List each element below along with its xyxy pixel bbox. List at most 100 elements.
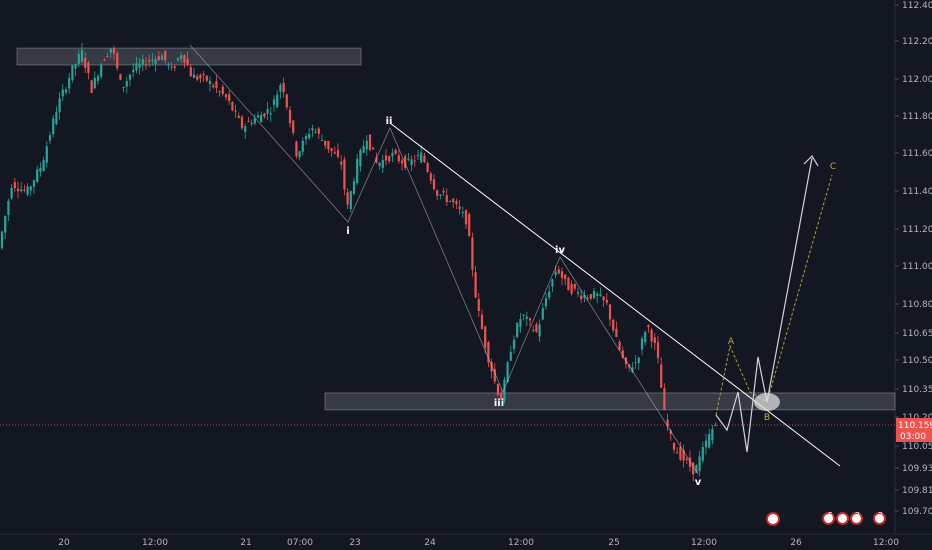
candle-body xyxy=(244,126,247,132)
current-price-badge xyxy=(896,417,932,442)
candle-body xyxy=(116,53,119,69)
candle-body xyxy=(170,66,173,68)
projection-label-C: C xyxy=(830,162,836,172)
candle-body xyxy=(199,74,202,79)
time-tick-label: 20 xyxy=(58,538,70,548)
candle-body xyxy=(260,114,263,123)
candle-body xyxy=(205,75,208,81)
wave-label-ii: ii xyxy=(386,116,393,127)
candle-body xyxy=(333,152,336,154)
candle-body xyxy=(512,339,516,349)
candle-body xyxy=(455,201,458,205)
candle-body xyxy=(39,167,42,172)
candle-body xyxy=(212,85,215,88)
candle-body xyxy=(167,64,170,66)
candle-body xyxy=(29,186,32,191)
candle-body xyxy=(548,291,551,298)
candle-body xyxy=(32,180,36,187)
candle-body xyxy=(7,200,10,216)
candle-body xyxy=(336,150,340,157)
candle-body xyxy=(375,157,378,163)
candle-body xyxy=(135,63,138,71)
candle-body xyxy=(487,342,490,363)
time-tick-label: 07:00 xyxy=(287,538,313,548)
candle-body xyxy=(138,63,141,68)
price-tick-label: 112.200 xyxy=(902,37,932,47)
candle-body xyxy=(93,77,96,89)
candle-body xyxy=(372,147,375,150)
dividends-icon[interactable] xyxy=(873,512,886,525)
candle-body xyxy=(509,351,512,361)
candle-body xyxy=(26,186,29,195)
candle-body xyxy=(90,80,93,93)
wave-label-iv: iv xyxy=(555,245,565,256)
candle-body xyxy=(525,316,528,319)
candle-body xyxy=(564,274,567,280)
alert-icon[interactable] xyxy=(766,512,780,526)
candle-body xyxy=(68,78,71,89)
price-tick-label: 111.400 xyxy=(902,187,932,197)
candle-body xyxy=(541,308,544,320)
candle-body xyxy=(180,55,183,60)
candle-body xyxy=(365,140,368,150)
candle-body xyxy=(400,160,404,164)
candle-body xyxy=(490,361,493,372)
candle-body xyxy=(186,58,189,66)
candle-body xyxy=(407,158,410,160)
candle-body xyxy=(634,362,637,364)
candle-body xyxy=(589,294,592,299)
candle-body xyxy=(458,206,461,210)
candle-body xyxy=(666,419,669,427)
candle-body xyxy=(519,318,522,328)
candle-body xyxy=(84,57,87,68)
ideas-icon[interactable] xyxy=(836,512,849,525)
candle-body xyxy=(522,314,525,316)
events-count: 2 xyxy=(855,511,861,520)
projection-label-B: B xyxy=(764,413,770,423)
candle-body xyxy=(653,337,656,344)
price-tick-label: 110.650 xyxy=(902,329,932,339)
candle-body xyxy=(13,182,16,189)
candle-body xyxy=(119,74,122,80)
candle-body xyxy=(176,58,180,61)
news-icon[interactable] xyxy=(822,512,835,525)
candle-body xyxy=(292,120,295,133)
candle-body xyxy=(106,55,109,57)
candle-body xyxy=(0,231,4,249)
candle-body xyxy=(96,76,100,81)
candle-body xyxy=(173,66,176,68)
candle-body xyxy=(61,89,64,97)
news-count: 5 xyxy=(828,511,834,520)
events-icon[interactable] xyxy=(850,512,863,525)
candle-body xyxy=(151,59,154,61)
current-price-label: 110.159 xyxy=(898,421,932,431)
candle-body xyxy=(288,109,292,124)
candle-body xyxy=(426,162,429,172)
candle-body xyxy=(384,155,388,161)
candle-body xyxy=(122,86,125,88)
price-tick-label: 111.800 xyxy=(902,112,932,122)
candle-body xyxy=(324,140,327,146)
candle-body xyxy=(679,446,682,460)
candle-body xyxy=(285,94,288,108)
candle-body xyxy=(493,369,496,382)
price-tick-label: 111.000 xyxy=(902,262,932,272)
candle-body xyxy=(317,128,320,134)
candle-body xyxy=(618,341,621,350)
price-tick-label: 110.500 xyxy=(902,356,932,366)
candle-body xyxy=(570,283,573,294)
projection-label-A: A xyxy=(728,337,735,347)
candle-body xyxy=(404,156,407,168)
candle-body xyxy=(692,462,695,475)
candle-body xyxy=(605,299,608,303)
candle-body xyxy=(544,298,548,307)
candle-body xyxy=(506,362,509,383)
candle-body xyxy=(516,323,519,337)
candle-body xyxy=(301,140,304,152)
candle-body xyxy=(474,272,477,298)
candle-body xyxy=(429,173,432,181)
time-tick-label: 12:00 xyxy=(508,538,534,548)
candle-body xyxy=(615,328,618,338)
candle-body xyxy=(682,449,685,461)
